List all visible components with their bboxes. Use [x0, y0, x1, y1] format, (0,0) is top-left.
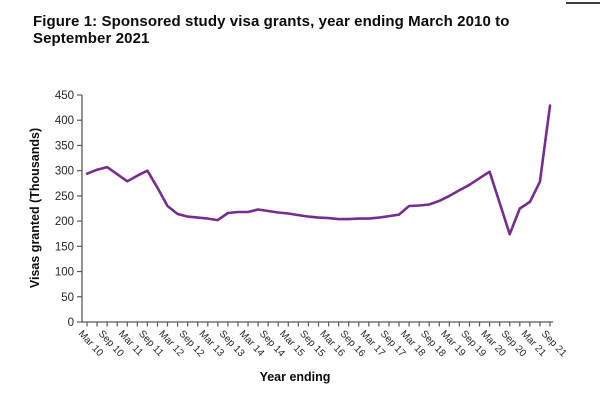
- y-tick-label: 100: [55, 267, 74, 279]
- y-tick-label: 0: [68, 317, 74, 329]
- y-axis-title: Visas granted (Thousands): [28, 128, 42, 288]
- y-tick-label: 50: [61, 292, 74, 304]
- x-axis-title: Year ending: [260, 370, 331, 384]
- figure-title: Figure 1: Sponsored study visa grants, y…: [33, 13, 510, 47]
- page-top-rule: [566, 2, 600, 4]
- y-tick-label: 450: [55, 90, 74, 102]
- visa-grants-line: [85, 104, 552, 236]
- y-tick-label: 400: [55, 115, 74, 127]
- y-tick-label: 200: [55, 216, 74, 228]
- y-tick-label: 250: [55, 191, 74, 203]
- chart-series: [85, 104, 552, 236]
- y-tick-label: 300: [55, 166, 74, 178]
- y-tick-label: 150: [55, 241, 74, 253]
- y-tick-label: 350: [55, 140, 74, 152]
